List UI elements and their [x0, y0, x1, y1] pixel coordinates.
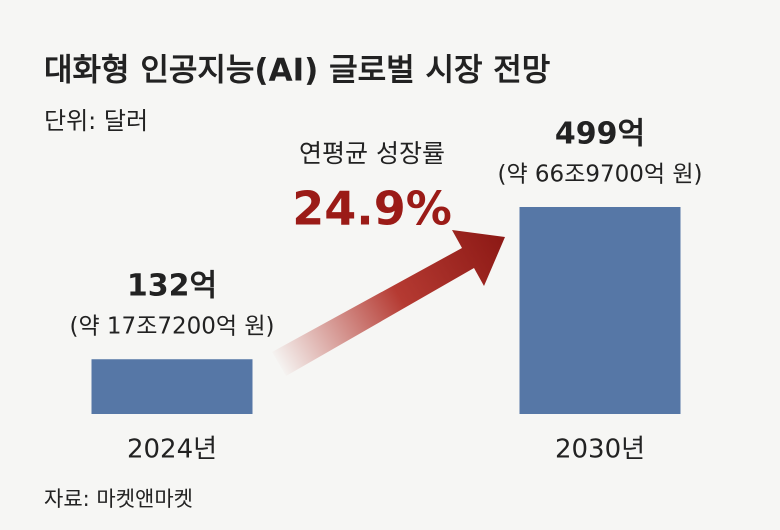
growth-label: 연평균 성장률	[299, 139, 445, 168]
x-tick-label: 2024년	[127, 435, 217, 465]
value-label: 132억	[127, 269, 217, 304]
value-note: (약 66조9700억 원)	[497, 162, 702, 188]
bar	[91, 359, 253, 414]
growth-arrow	[272, 230, 505, 376]
value-note: (약 17조7200억 원)	[69, 314, 274, 340]
growth-value: 24.9%	[292, 182, 452, 236]
unit-label: 단위: 달러	[44, 107, 148, 135]
value-label: 499억	[555, 117, 645, 152]
chart-title: 대화형 인공지능(AI) 글로벌 시장 전망	[44, 53, 550, 89]
x-tick-label: 2030년	[555, 435, 645, 465]
source: 자료: 마켓앤마켓	[44, 487, 193, 511]
bar	[519, 207, 681, 414]
